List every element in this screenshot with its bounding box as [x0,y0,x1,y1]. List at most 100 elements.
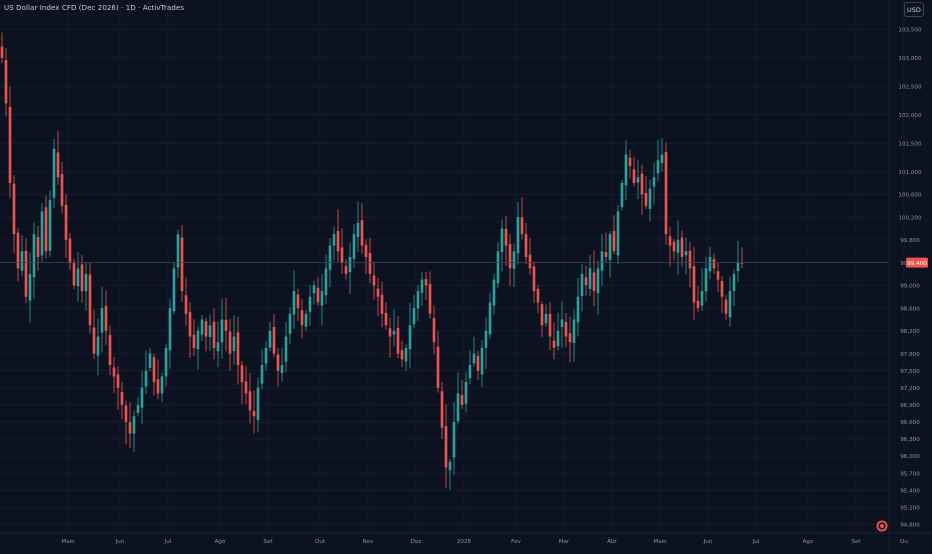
candle-body [364,244,368,257]
candle-body [124,405,128,422]
candle-body [332,234,336,246]
candle-body [44,207,48,252]
time-tick-label: Ou [900,539,908,545]
price-tick-label: 98,200 [900,329,920,335]
candle-body [556,330,560,347]
candle-body [284,336,288,362]
candle-body [268,330,272,348]
time-axis[interactable]: Maio Jun Jul Ago Set Out Nov Dez 2026 Fev Mar Abr Ma… [0,532,932,545]
candle-body [616,211,620,256]
candle-body [132,416,136,434]
price-tick-label: 94,800 [900,523,920,529]
current-price-badge [906,257,928,268]
candle-body [204,321,208,337]
candle-body [304,313,308,327]
price-tick-label: 99,800 [900,238,920,244]
candle-body [308,296,312,312]
candle-body [344,266,348,274]
candle-body [724,299,728,314]
candle-body [392,330,396,335]
price-tick-label: 96,900 [900,403,920,409]
candle-body [600,251,604,271]
candle-body [68,238,72,263]
candle-body [468,365,472,379]
price-tick-label: 101,000 [898,170,922,176]
candle-body [376,288,380,297]
candle-body [540,304,544,326]
candle-body [484,330,488,348]
candle-body [276,354,280,371]
time-tick-label: Maio [653,539,667,545]
candle-body [220,319,224,343]
candle-body [456,393,460,422]
time-tick-label: Jun [703,539,713,545]
candle-body [464,382,468,404]
candle-body [504,228,508,246]
candle-body [700,291,704,306]
candle-body [732,274,736,291]
price-tick-label: 98,600 [900,306,920,312]
candle-body [260,365,264,384]
candle-body [740,262,744,264]
candle-body [176,234,180,268]
candle-body [704,268,708,292]
candle-body [440,391,444,428]
candle-body [148,353,152,368]
time-tick-label: Jun [115,539,125,545]
candle-body [116,374,120,388]
candle-body [100,308,104,333]
candle-body [736,262,740,272]
time-tick-label: Set [263,539,273,545]
candle-body [388,328,392,337]
candle-body [640,173,644,195]
candle-body [356,222,360,238]
candle-body [232,336,236,352]
candle-body [632,169,636,183]
price-tick-label: 97,800 [900,352,920,358]
candle-body [448,461,452,471]
candle-body [292,291,296,315]
candle-body [48,200,52,251]
candle-body [248,391,252,411]
candle-body [172,268,176,312]
grid [0,0,905,530]
candle-body [188,311,192,337]
candle-body [36,236,40,257]
candle-body [568,333,572,343]
candle-body [320,291,324,306]
currency-button[interactable]: USD [904,2,924,17]
candle-body [272,326,276,354]
candle-body [228,331,232,354]
candle-body [28,274,32,301]
candle-body [576,296,580,323]
candle-body [696,300,700,309]
candle-body [444,426,448,468]
price-tick-label: 97,500 [900,369,920,375]
candle-body [520,217,524,235]
candle-body [592,272,596,292]
candle-body [516,217,520,254]
candle-body [372,275,376,286]
candle-body [536,288,540,303]
candle-body [240,365,244,383]
time-tick-label: Mar [559,539,570,545]
candle-body [416,291,420,309]
candle-body [108,334,112,366]
candle-body [136,404,140,413]
candle-body [84,274,88,292]
candle-body [32,234,36,278]
candle-body [508,244,512,269]
candle-body [20,251,24,271]
candle-body [296,294,300,309]
candle-body [688,250,692,269]
candle-body [620,182,624,208]
candle-body [488,302,492,335]
time-tick-label: 2026 [457,539,472,545]
candle-body [120,391,124,405]
price-tick-label: 95,700 [900,471,920,477]
candle-body [668,236,672,246]
tradingview-logo-icon[interactable] [876,520,888,532]
candle-body [680,237,684,257]
